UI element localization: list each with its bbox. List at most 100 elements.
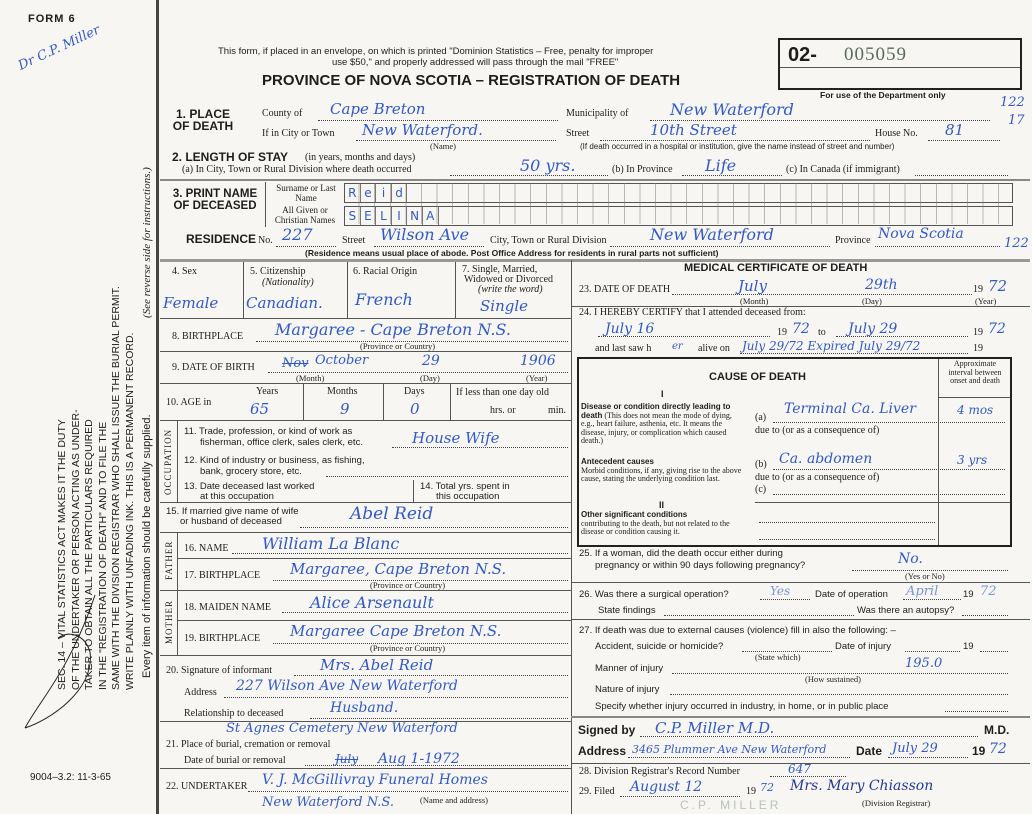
line [945,711,1008,712]
relationship-value[interactable]: Husband. [330,700,399,716]
cause-a-interval[interactable]: 4 mos [957,403,994,417]
last-saw-pronoun[interactable]: er [672,341,683,352]
city-value[interactable]: New Waterford. [362,121,483,139]
informant-signature[interactable]: Mrs. Abel Reid [320,656,434,674]
signature-year[interactable]: 72 [989,741,1007,757]
birthplace-label: 8. BIRTHPLACE [172,331,244,342]
signature-date[interactable]: July 29 [892,741,938,756]
death-day[interactable]: 29th [865,277,898,293]
residence-province[interactable]: Nova Scotia [878,226,964,242]
operation-year[interactable]: 72 [980,584,997,599]
statute-line: SAME WITH THE DIVISION REGISTRAR WHO SHA… [110,286,122,690]
house-line [928,140,1000,141]
municipality-value[interactable]: New Waterford [670,100,794,119]
marital-value[interactable]: Single [480,297,529,315]
filed-date[interactable]: August 12 [630,779,703,795]
column-divider [571,260,572,814]
burial-place-label: 21. Place of burial, cremation or remova… [166,739,331,750]
house-value[interactable]: 81 [945,121,965,139]
residence-note: (Residence means usual place of abode. P… [305,248,719,258]
antecedent-desc: Antecedent causes Morbid conditions, if a… [581,457,743,484]
citizenship-value[interactable]: Canadian. [246,294,323,312]
manner-value[interactable]: 195.0 [905,656,943,671]
birthplace-value[interactable]: Margaree - Cape Breton N.S. [275,320,511,339]
informant-address[interactable]: 227 Wilson Ave New Waterford [236,678,458,694]
line [273,643,568,644]
reverse-note: (See reverse side for instructions.) [141,167,153,318]
name-note: (Name) [430,141,456,151]
divider [160,532,571,533]
cause-b-interval[interactable]: 3 yrs [957,453,988,467]
county-value[interactable]: Cape Breton [330,100,426,118]
undertaker-name[interactable]: V. J. McGillivray Funeral Homes [262,772,488,788]
filed-label: 29. Filed [579,786,615,797]
dob-year[interactable]: 1906 [520,353,556,369]
sex-value[interactable]: Female [163,294,219,312]
line [374,246,484,247]
registrar-note: (Division Registrar) [862,798,931,808]
filed-year[interactable]: 72 [760,781,774,794]
due-to-label: due to (or as a consequence of) [755,472,880,483]
sex-label: 4. Sex [172,266,197,277]
burial-place[interactable]: St Agnes Cemetery New Waterford [226,721,458,736]
pregnancy-value[interactable]: No. [898,551,923,567]
trade-value[interactable]: House Wife [412,429,500,447]
age-months[interactable]: 9 [340,400,350,418]
day-note: (Day) [862,296,882,306]
cause-b[interactable]: Ca. abdomen [779,451,873,467]
last-saw-date[interactable]: July 29/72 Expired July 29/72 [742,339,921,353]
dob-day[interactable]: 29 [422,353,440,369]
father-name[interactable]: William La Blanc [262,534,400,553]
surgery-value[interactable]: Yes [770,584,791,598]
father-birthplace[interactable]: Margaree, Cape Breton N.S. [290,560,507,578]
attended-to[interactable]: July 29 [848,321,898,337]
attended-to-year[interactable]: 72 [988,321,1006,337]
burial-date-label: Date of burial or removal [184,755,286,766]
attended-from-year[interactable]: 72 [792,321,810,337]
divider [160,318,571,319]
cause-b-label: (b) [755,459,767,470]
mother-maiden-name[interactable]: Alice Arsenault [310,593,434,612]
spouse-label-2: or husband of deceased [180,516,282,527]
mother-birthplace[interactable]: Margaree Cape Breton N.S. [290,622,502,640]
residence-city[interactable]: New Waterford [650,225,774,244]
dept-code: 122 [1000,95,1025,110]
undertaker-label: 22. UNDERTAKER [166,781,248,792]
racial-origin-label: 6. Racial Origin [353,266,418,277]
physician-address[interactable]: 3465 Plummer Ave New Waterford [632,743,827,756]
specify-label: Specify whether injury occurred in indus… [595,701,889,712]
attended-from[interactable]: July 16 [605,321,655,337]
min-label: min. [548,405,567,416]
racial-origin-value[interactable]: French [355,290,413,309]
operation-date[interactable]: April [906,584,939,599]
registrar-signature[interactable]: Mrs. Mary Chiasson [790,778,934,794]
spouse-value[interactable]: Abel Reid [350,504,434,524]
form-code: 9004–3.2: 11-3-65 [30,772,111,783]
dob-month[interactable]: October [315,353,369,368]
death-month[interactable]: July [738,277,767,295]
record-number[interactable]: 647 [788,762,811,776]
physician-signature[interactable]: C.P. Miller M.D. [655,719,775,737]
street-value[interactable]: 10th Street [650,121,737,139]
month-note: (Month) [296,373,325,383]
burial-date[interactable]: Aug 1-1972 [378,751,460,767]
dept-code: 122 [1004,236,1029,251]
line [672,294,972,295]
stay-city-value[interactable]: 50 yrs. [520,156,576,175]
residence-street[interactable]: Wilson Ave [380,225,470,244]
md-label: M.D. [984,723,1010,737]
stay-province-value[interactable]: Life [705,156,737,175]
line [760,599,810,600]
informant-label: 20. Signature of informant [166,665,273,676]
cause-a[interactable]: Terminal Ca. Liver [784,401,916,417]
residence-no[interactable]: 227 [282,225,313,244]
line [628,757,850,758]
certify-label: 24. I HEREBY CERTIFY that I attended dec… [579,307,806,318]
age-years[interactable]: 65 [250,400,270,418]
marital-sub: (write the word) [478,284,543,295]
death-year[interactable]: 72 [988,277,1008,295]
age-days[interactable]: 0 [410,400,420,418]
undertaker-address[interactable]: New Waterford N.S. [262,795,394,810]
